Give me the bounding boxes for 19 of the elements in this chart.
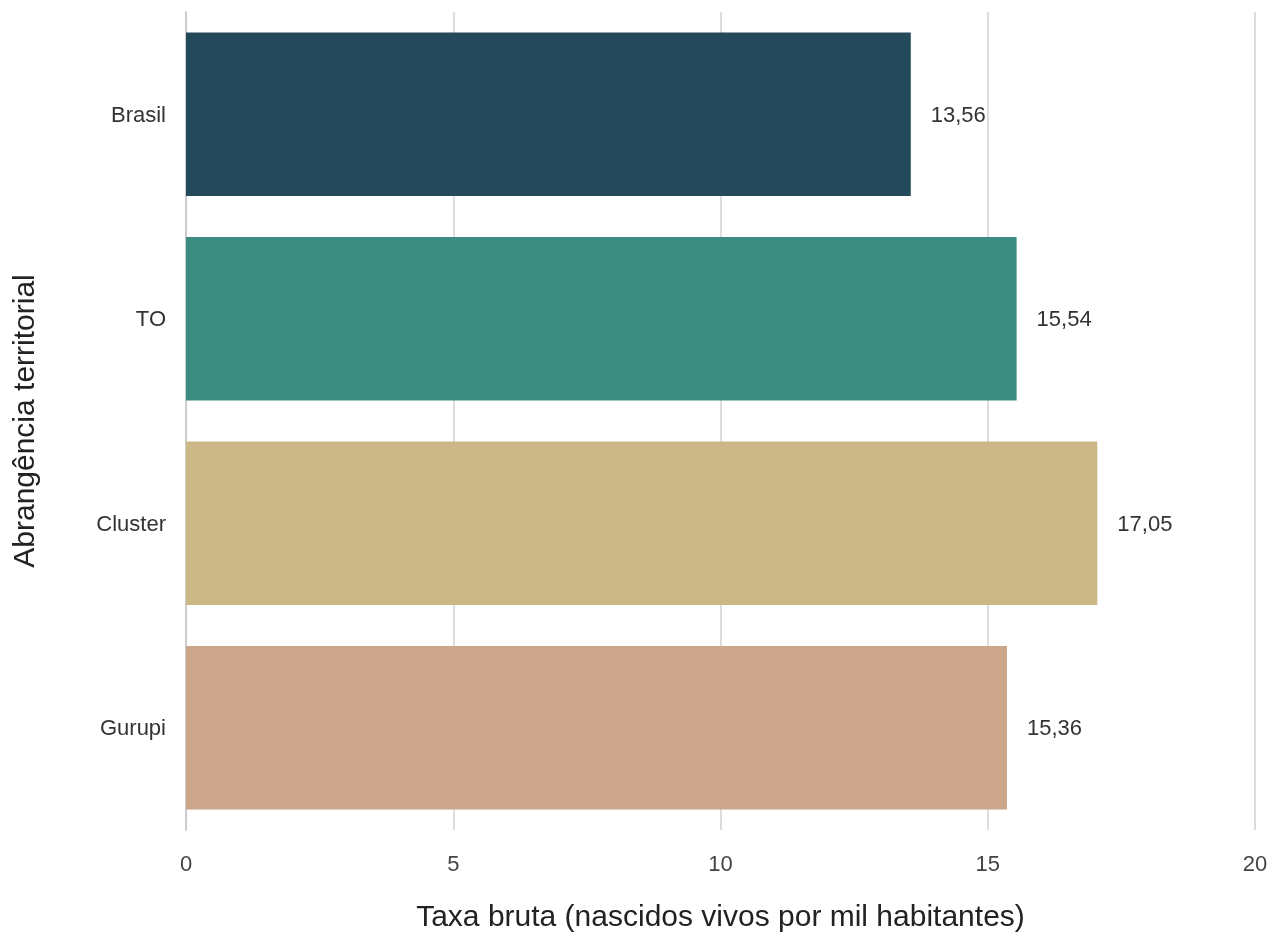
data-label: 15,36: [1026, 715, 1083, 741]
x-tick-label: 10: [708, 850, 733, 876]
y-axis-title: Abrangência territorial: [6, 274, 40, 568]
x-tick-label: 15: [975, 850, 1000, 876]
y-tick-label: TO: [135, 306, 166, 332]
y-tick-label: Gurupi: [99, 715, 166, 741]
data-label: 13,56: [930, 101, 986, 127]
x-axis-title: Taxa bruta (nascidos vivos por mil habitantes): [416, 898, 1025, 932]
y-tick-label: Cluster: [96, 510, 166, 536]
bar: [186, 441, 1098, 606]
bar: [186, 32, 911, 197]
bar: [186, 236, 1017, 401]
bar: [186, 645, 1007, 810]
x-tick-label: 20: [1242, 850, 1268, 876]
y-tick-label: Brasil: [110, 101, 166, 127]
x-tick-label: 5: [447, 850, 460, 876]
data-label: 17,05: [1117, 510, 1173, 536]
x-tick-label: 0: [179, 850, 193, 876]
data-label: 15,54: [1036, 306, 1092, 332]
